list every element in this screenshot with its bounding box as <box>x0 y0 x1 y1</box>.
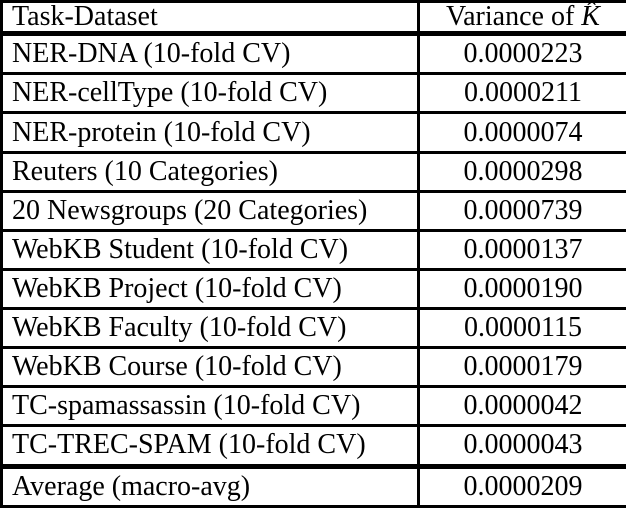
variance-cell: 0.0000209 <box>417 463 626 508</box>
variance-cell: 0.0000179 <box>417 346 626 389</box>
variance-cell: 0.0000074 <box>417 111 626 154</box>
table-row: Reuters (10 Categories) 0.0000298 <box>0 150 626 193</box>
table-row: TC-spamassassin (10-fold CV) 0.0000042 <box>0 385 626 428</box>
task-cell: TC-spamassassin (10-fold CV) <box>0 385 420 428</box>
variance-cell: 0.0000223 <box>417 31 626 76</box>
variance-cell: 0.0000042 <box>417 385 626 428</box>
variance-cell: 0.0000739 <box>417 189 626 232</box>
task-cell: NER-protein (10-fold CV) <box>0 111 420 154</box>
table-row: TC-TREC-SPAM (10-fold CV) 0.0000043 <box>0 424 626 468</box>
task-cell: Reuters (10 Categories) <box>0 150 420 193</box>
variance-cell: 0.0000190 <box>417 267 626 310</box>
variance-cell: 0.0000043 <box>417 424 626 468</box>
table-row: WebKB Course (10-fold CV) 0.0000179 <box>0 346 626 389</box>
table-row: 20 Newsgroups (20 Categories) 0.0000739 <box>0 189 626 232</box>
variance-cell: 0.0000137 <box>417 228 626 271</box>
col-header-task-dataset: Task-Dataset <box>0 0 420 36</box>
table-header-row: Task-Dataset Variance of K̂ <box>0 0 626 36</box>
variance-cell: 0.0000298 <box>417 150 626 193</box>
table-row: WebKB Faculty (10-fold CV) 0.0000115 <box>0 306 626 350</box>
table-row: WebKB Project (10-fold CV) 0.0000190 <box>0 267 626 310</box>
task-cell: Average (macro-avg) <box>0 463 420 508</box>
variance-cell: 0.0000115 <box>417 306 626 350</box>
task-cell: 20 Newsgroups (20 Categories) <box>0 189 420 232</box>
col-header-variance: Variance of K̂ <box>417 0 626 36</box>
task-cell: WebKB Project (10-fold CV) <box>0 267 420 310</box>
k-hat-symbol: K̂ <box>581 1 600 32</box>
table-row: NER-cellType (10-fold CV) 0.0000211 <box>0 72 626 115</box>
table-row: NER-DNA (10-fold CV) 0.0000223 <box>0 31 626 76</box>
table-row: NER-protein (10-fold CV) 0.0000074 <box>0 111 626 154</box>
variance-cell: 0.0000211 <box>417 72 626 115</box>
task-cell: WebKB Course (10-fold CV) <box>0 346 420 389</box>
task-cell: WebKB Faculty (10-fold CV) <box>0 306 420 350</box>
task-cell: TC-TREC-SPAM (10-fold CV) <box>0 424 420 468</box>
task-cell: NER-DNA (10-fold CV) <box>0 31 420 76</box>
task-cell: WebKB Student (10-fold CV) <box>0 228 420 271</box>
task-cell: NER-cellType (10-fold CV) <box>0 72 420 115</box>
variance-header-text: Variance of <box>446 1 582 32</box>
table-row-average: Average (macro-avg) 0.0000209 <box>0 463 626 508</box>
table-row: WebKB Student (10-fold CV) 0.0000137 <box>0 228 626 271</box>
